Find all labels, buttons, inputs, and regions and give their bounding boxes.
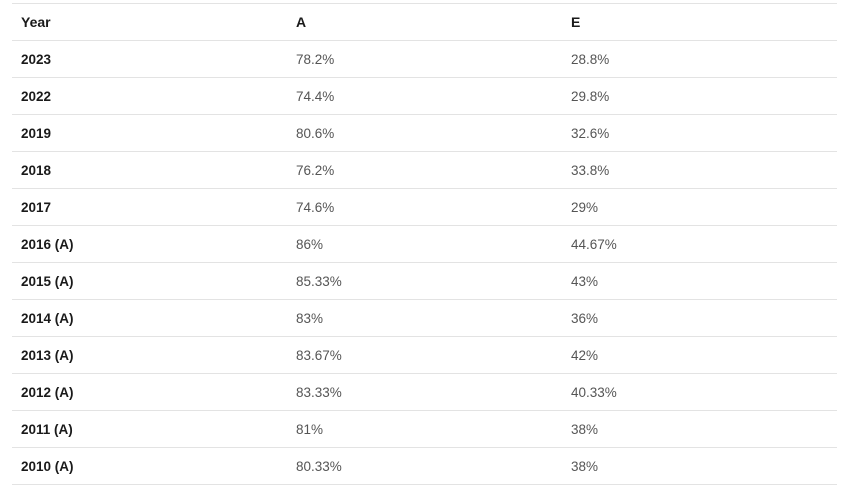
cell-year: 2012 (A) (21, 384, 74, 400)
table-row: 2023 78.2% 28.8% (12, 41, 837, 78)
cell-year: 2016 (A) (21, 236, 74, 252)
cell-year: 2015 (A) (21, 273, 74, 289)
header-year: Year (21, 14, 51, 30)
cell-e: 28.8% (571, 51, 610, 67)
cell-year: 2017 (21, 199, 52, 215)
table-row: 2017 74.6% 29% (12, 189, 837, 226)
table-row: 2014 (A) 83% 36% (12, 300, 837, 337)
cell-a: 80.6% (296, 125, 335, 141)
table-row: 2015 (A) 85.33% 43% (12, 263, 837, 300)
table-row: 2018 76.2% 33.8% (12, 152, 837, 189)
table-header-row: Year A E (12, 3, 837, 41)
cell-a: 81% (296, 421, 324, 437)
cell-e: 42% (571, 347, 599, 363)
cell-e: 36% (571, 310, 599, 326)
table-row: 2022 74.4% 29.8% (12, 78, 837, 115)
cell-e: 40.33% (571, 384, 617, 400)
cell-e: 29% (571, 199, 599, 215)
cell-year: 2011 (A) (21, 421, 73, 437)
cell-year: 2022 (21, 88, 52, 104)
cell-year: 2013 (A) (21, 347, 74, 363)
cell-e: 43% (571, 273, 599, 289)
table-row: 2010 (A) 80.33% 38% (12, 448, 837, 485)
results-table-container: Year A E 2023 78.2% 28.8% 2022 74.4% 29.… (12, 3, 837, 485)
cell-year: 2018 (21, 162, 52, 178)
cell-e: 32.6% (571, 125, 610, 141)
cell-a: 74.4% (296, 88, 335, 104)
cell-a: 83.67% (296, 347, 342, 363)
header-a: A (296, 14, 307, 30)
table-row: 2012 (A) 83.33% 40.33% (12, 374, 837, 411)
results-table: Year A E 2023 78.2% 28.8% 2022 74.4% 29.… (12, 3, 837, 485)
cell-year: 2014 (A) (21, 310, 74, 326)
cell-a: 83.33% (296, 384, 342, 400)
cell-a: 74.6% (296, 199, 335, 215)
cell-e: 44.67% (571, 236, 617, 252)
cell-a: 85.33% (296, 273, 342, 289)
cell-year: 2010 (A) (21, 458, 74, 474)
cell-year: 2023 (21, 51, 52, 67)
cell-a: 83% (296, 310, 324, 326)
table-row: 2011 (A) 81% 38% (12, 411, 837, 448)
cell-a: 76.2% (296, 162, 335, 178)
cell-a: 80.33% (296, 458, 342, 474)
cell-e: 38% (571, 421, 599, 437)
header-e: E (571, 14, 581, 30)
table-row: 2016 (A) 86% 44.67% (12, 226, 837, 263)
cell-a: 78.2% (296, 51, 335, 67)
cell-a: 86% (296, 236, 324, 252)
cell-year: 2019 (21, 125, 52, 141)
table-row: 2019 80.6% 32.6% (12, 115, 837, 152)
cell-e: 38% (571, 458, 599, 474)
cell-e: 29.8% (571, 88, 610, 104)
table-row: 2013 (A) 83.67% 42% (12, 337, 837, 374)
cell-e: 33.8% (571, 162, 610, 178)
